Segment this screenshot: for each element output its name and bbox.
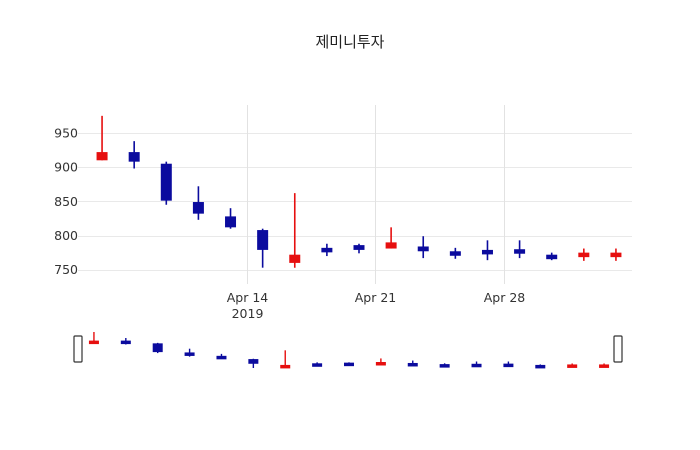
mini-candle-body [248,359,259,364]
candlestick[interactable] [481,240,493,261]
mini-candlestick [216,353,227,360]
mini-candle-body [439,364,450,368]
x-gridlines [247,105,505,284]
candle-body [385,242,397,249]
rangeslider-right-handle[interactable] [613,335,623,363]
candle-body [481,249,493,255]
mini-candle-body [312,363,323,367]
y-tick-label: 850 [54,194,78,209]
mini-candlestick [152,342,163,354]
y-tick-label: 950 [54,125,78,140]
candlestick[interactable] [417,236,429,259]
mini-candle-body [120,340,131,345]
mini-candle-body [599,364,610,368]
candlestick-series[interactable] [96,115,622,268]
candle-body [417,246,429,252]
rangeslider-candlestick-series [88,332,610,369]
mini-candle-body [535,364,546,369]
candlestick[interactable] [96,115,108,161]
y-tick-label: 800 [54,228,78,243]
candlestick[interactable] [385,227,397,249]
mini-candlestick [407,360,418,367]
mini-candle-body [280,364,291,369]
candlestick[interactable] [289,193,301,268]
mini-candle-body [503,363,514,368]
y-axis-tick-labels: 750 800 850 900 950 [54,125,78,277]
mini-candlestick [344,362,354,367]
candlestick[interactable] [610,248,622,261]
candlestick[interactable] [321,243,333,257]
candle-body [128,152,140,162]
mini-candle-body [88,340,99,345]
candle-body [192,202,204,214]
candlestick[interactable] [192,186,204,220]
candlestick[interactable] [257,228,269,268]
mini-candle-body [216,355,227,360]
mini-candle-body [344,362,354,367]
mini-candlestick [88,332,99,345]
mini-candle-body [407,362,418,367]
x-tick-year-label: 2019 [232,306,264,321]
candle-body [578,252,590,258]
candle-body [353,245,365,250]
candlestick[interactable] [353,243,365,254]
mini-candlestick [375,358,386,366]
mini-candlestick [120,338,131,345]
candle-body [546,254,558,260]
candle-body [514,249,526,254]
candle-body [225,216,237,228]
y-tick-label: 750 [54,262,78,277]
mini-candlestick [535,364,546,369]
candlestick[interactable] [578,248,590,261]
mini-candle-body [471,363,482,368]
candlestick[interactable] [514,240,526,259]
rangeslider-left-handle[interactable] [73,335,83,363]
mini-candlestick [471,361,482,368]
candle-body [96,152,108,161]
mini-candlestick [503,361,514,368]
mini-candlestick [312,362,323,367]
candlestick[interactable] [225,208,237,229]
candlestick[interactable] [546,252,558,261]
mini-candlestick [184,348,195,357]
x-tick-label: Apr 21 [355,290,397,305]
mini-candlestick [567,363,578,368]
mini-candle-body [152,343,163,353]
mini-candlestick [280,350,291,369]
candlestick[interactable] [128,141,140,169]
mini-candle-body [375,362,386,366]
mini-candle-body [567,364,578,368]
x-tick-label: Apr 14 [227,290,269,305]
candle-body [610,252,622,258]
candle-body [321,247,333,253]
y-tick-label: 900 [54,160,78,175]
candle-body [160,163,172,201]
candle-body [257,230,269,250]
mini-candlestick [599,363,610,368]
mini-candlestick [439,363,450,368]
candlestick[interactable] [449,247,461,259]
mini-candle-body [184,352,195,356]
x-tick-label: Apr 28 [484,290,526,305]
candle-body [449,251,461,256]
candlestick[interactable] [160,161,172,205]
candle-body [289,254,301,263]
chart-title: 제미니투자 [315,33,384,51]
mini-candlestick [248,358,259,368]
